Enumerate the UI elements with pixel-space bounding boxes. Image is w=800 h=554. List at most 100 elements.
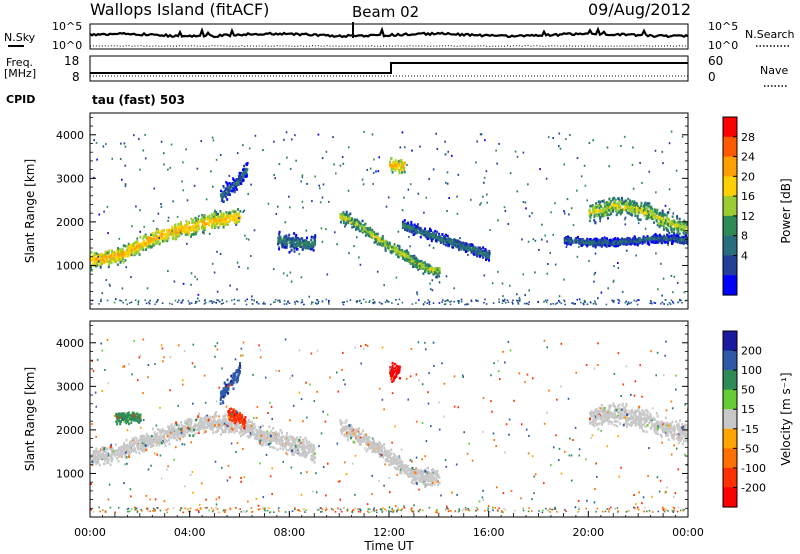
data-cell [144,243,147,246]
data-cell [617,197,620,201]
data-cell [642,240,645,244]
data-cell [154,231,157,235]
data-cell [223,215,226,218]
data-cell [436,148,439,150]
data-cell [606,213,608,217]
data-cell [434,271,437,274]
data-cell [616,209,619,213]
data-cell [233,218,236,222]
data-cell [341,215,344,218]
data-cell [127,247,130,250]
data-cell [618,199,621,202]
data-cell [587,240,590,244]
data-cell [392,250,394,253]
data-cell [483,181,485,184]
data-cell [372,183,374,185]
data-cell [654,232,657,236]
data-cell [229,218,232,222]
data-cell [679,299,681,302]
data-cell [681,221,684,224]
data-cell [652,210,655,214]
data-cell [163,152,165,155]
data-cell [676,217,679,220]
data-cell [396,244,399,248]
data-cell [617,298,619,301]
data-cell [483,253,486,257]
data-cell [458,302,460,304]
data-cell [380,302,383,305]
data-cell [279,301,281,303]
data-cell [625,300,627,303]
data-cell [153,187,155,190]
data-cell [225,195,228,199]
data-cell [617,302,620,304]
data-cell [451,154,453,157]
data-cell [135,240,138,244]
data-cell [674,240,677,243]
data-cell [608,213,611,217]
data-cell [623,218,626,221]
data-cell [245,173,248,177]
data-cell [298,253,301,256]
data-cell [633,209,636,212]
data-cell [664,241,667,244]
data-cell [594,271,597,274]
data-cell [597,297,599,300]
data-cell [346,300,348,303]
data-cell [178,234,181,238]
data-cell [361,178,364,181]
data-cell [311,448,314,452]
data-cell [584,242,587,245]
data-cell [475,299,478,302]
data-cell [151,240,154,243]
data-cell [634,208,636,211]
data-cell [415,302,417,304]
data-cell [644,211,646,214]
data-cell [425,196,428,199]
data-cell [401,252,404,256]
data-cell [132,242,135,245]
data-cell [179,227,182,230]
data-cell [647,236,650,240]
data-cell [453,240,456,244]
data-cell [582,241,585,244]
data-cell [485,249,488,253]
data-cell [408,226,411,230]
data-cell [96,260,98,263]
data-cell [406,259,409,262]
data-cell [300,180,302,183]
data-cell [661,301,664,304]
data-cell [201,220,204,223]
data-cell [402,168,405,171]
data-cell [450,300,452,303]
data-cell [564,239,567,242]
data-cell [161,302,164,304]
data-cell [377,237,380,240]
data-cell [220,193,223,196]
data-cell [107,232,109,235]
data-cell [563,299,565,301]
data-cell [620,238,623,242]
data-cell [149,239,152,242]
data-cell [175,229,177,232]
data-cell [171,225,174,229]
data-cell [426,232,429,235]
data-cell [392,244,395,248]
data-cell [460,241,463,245]
data-cell [653,237,656,240]
data-cell [567,239,570,243]
data-cell [294,301,296,303]
data-cell [485,253,488,256]
data-cell [420,231,423,234]
data-cell [279,437,282,440]
data-cell [426,302,428,305]
data-cell [413,257,416,260]
data-cell [205,426,207,429]
data-cell [114,260,117,264]
data-cell [153,237,156,241]
data-cell [435,132,437,135]
data-cell [604,243,607,247]
data-cell [631,242,634,245]
data-cell [203,232,205,235]
data-cell [296,300,299,303]
